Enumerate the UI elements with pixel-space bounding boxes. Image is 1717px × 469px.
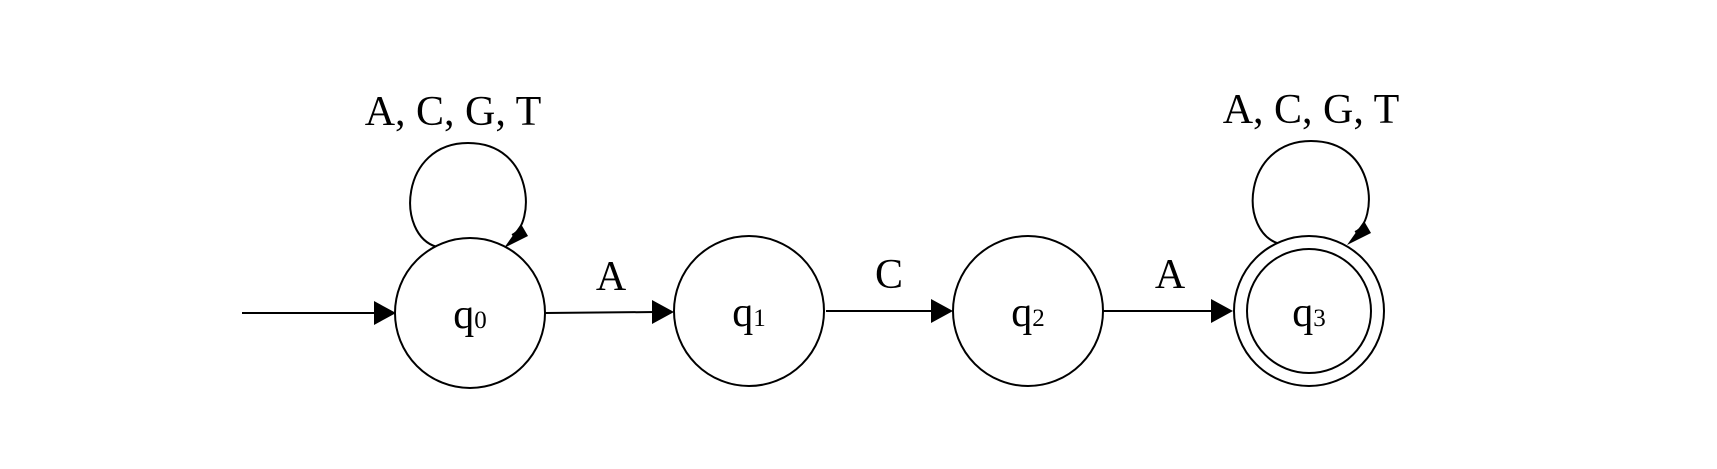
- loop-label-q0: A, C, G, T: [365, 89, 542, 135]
- state-q3: q3: [1233, 235, 1385, 387]
- state-q1-base: q: [732, 290, 753, 336]
- state-q2-subscript: 2: [1032, 305, 1045, 332]
- loop-label-q3: A, C, G, T: [1223, 87, 1400, 133]
- state-q3-subscript: 3: [1313, 305, 1326, 332]
- edge-label-q0-q1: A: [596, 254, 627, 300]
- state-q2: q2: [952, 235, 1104, 387]
- state-q0-base: q: [453, 292, 474, 338]
- start-arrow: [242, 301, 396, 325]
- accepting-ring-q3: [1246, 248, 1372, 374]
- edge-q1-q2: [826, 299, 953, 323]
- self-loop-q0: [409, 141, 528, 248]
- state-q1: q1: [673, 235, 825, 387]
- state-q2-base: q: [1011, 290, 1032, 336]
- state-q1-subscript: 1: [753, 305, 766, 332]
- edge-q2-q3: [1103, 299, 1233, 323]
- svg-text:q1: q1: [732, 290, 766, 336]
- edge-label-q2-q3: A: [1155, 252, 1186, 298]
- edge-q0-q1: [544, 300, 674, 324]
- edge-label-q1-q2: C: [875, 252, 903, 298]
- svg-text:q0: q0: [453, 292, 487, 338]
- svg-text:q3: q3: [1292, 290, 1326, 336]
- state-q0: q0: [394, 237, 546, 389]
- state-q0-subscript: 0: [474, 307, 487, 334]
- self-loop-q3: [1251, 139, 1371, 245]
- svg-text:q2: q2: [1011, 290, 1045, 336]
- state-q3-base: q: [1292, 290, 1313, 336]
